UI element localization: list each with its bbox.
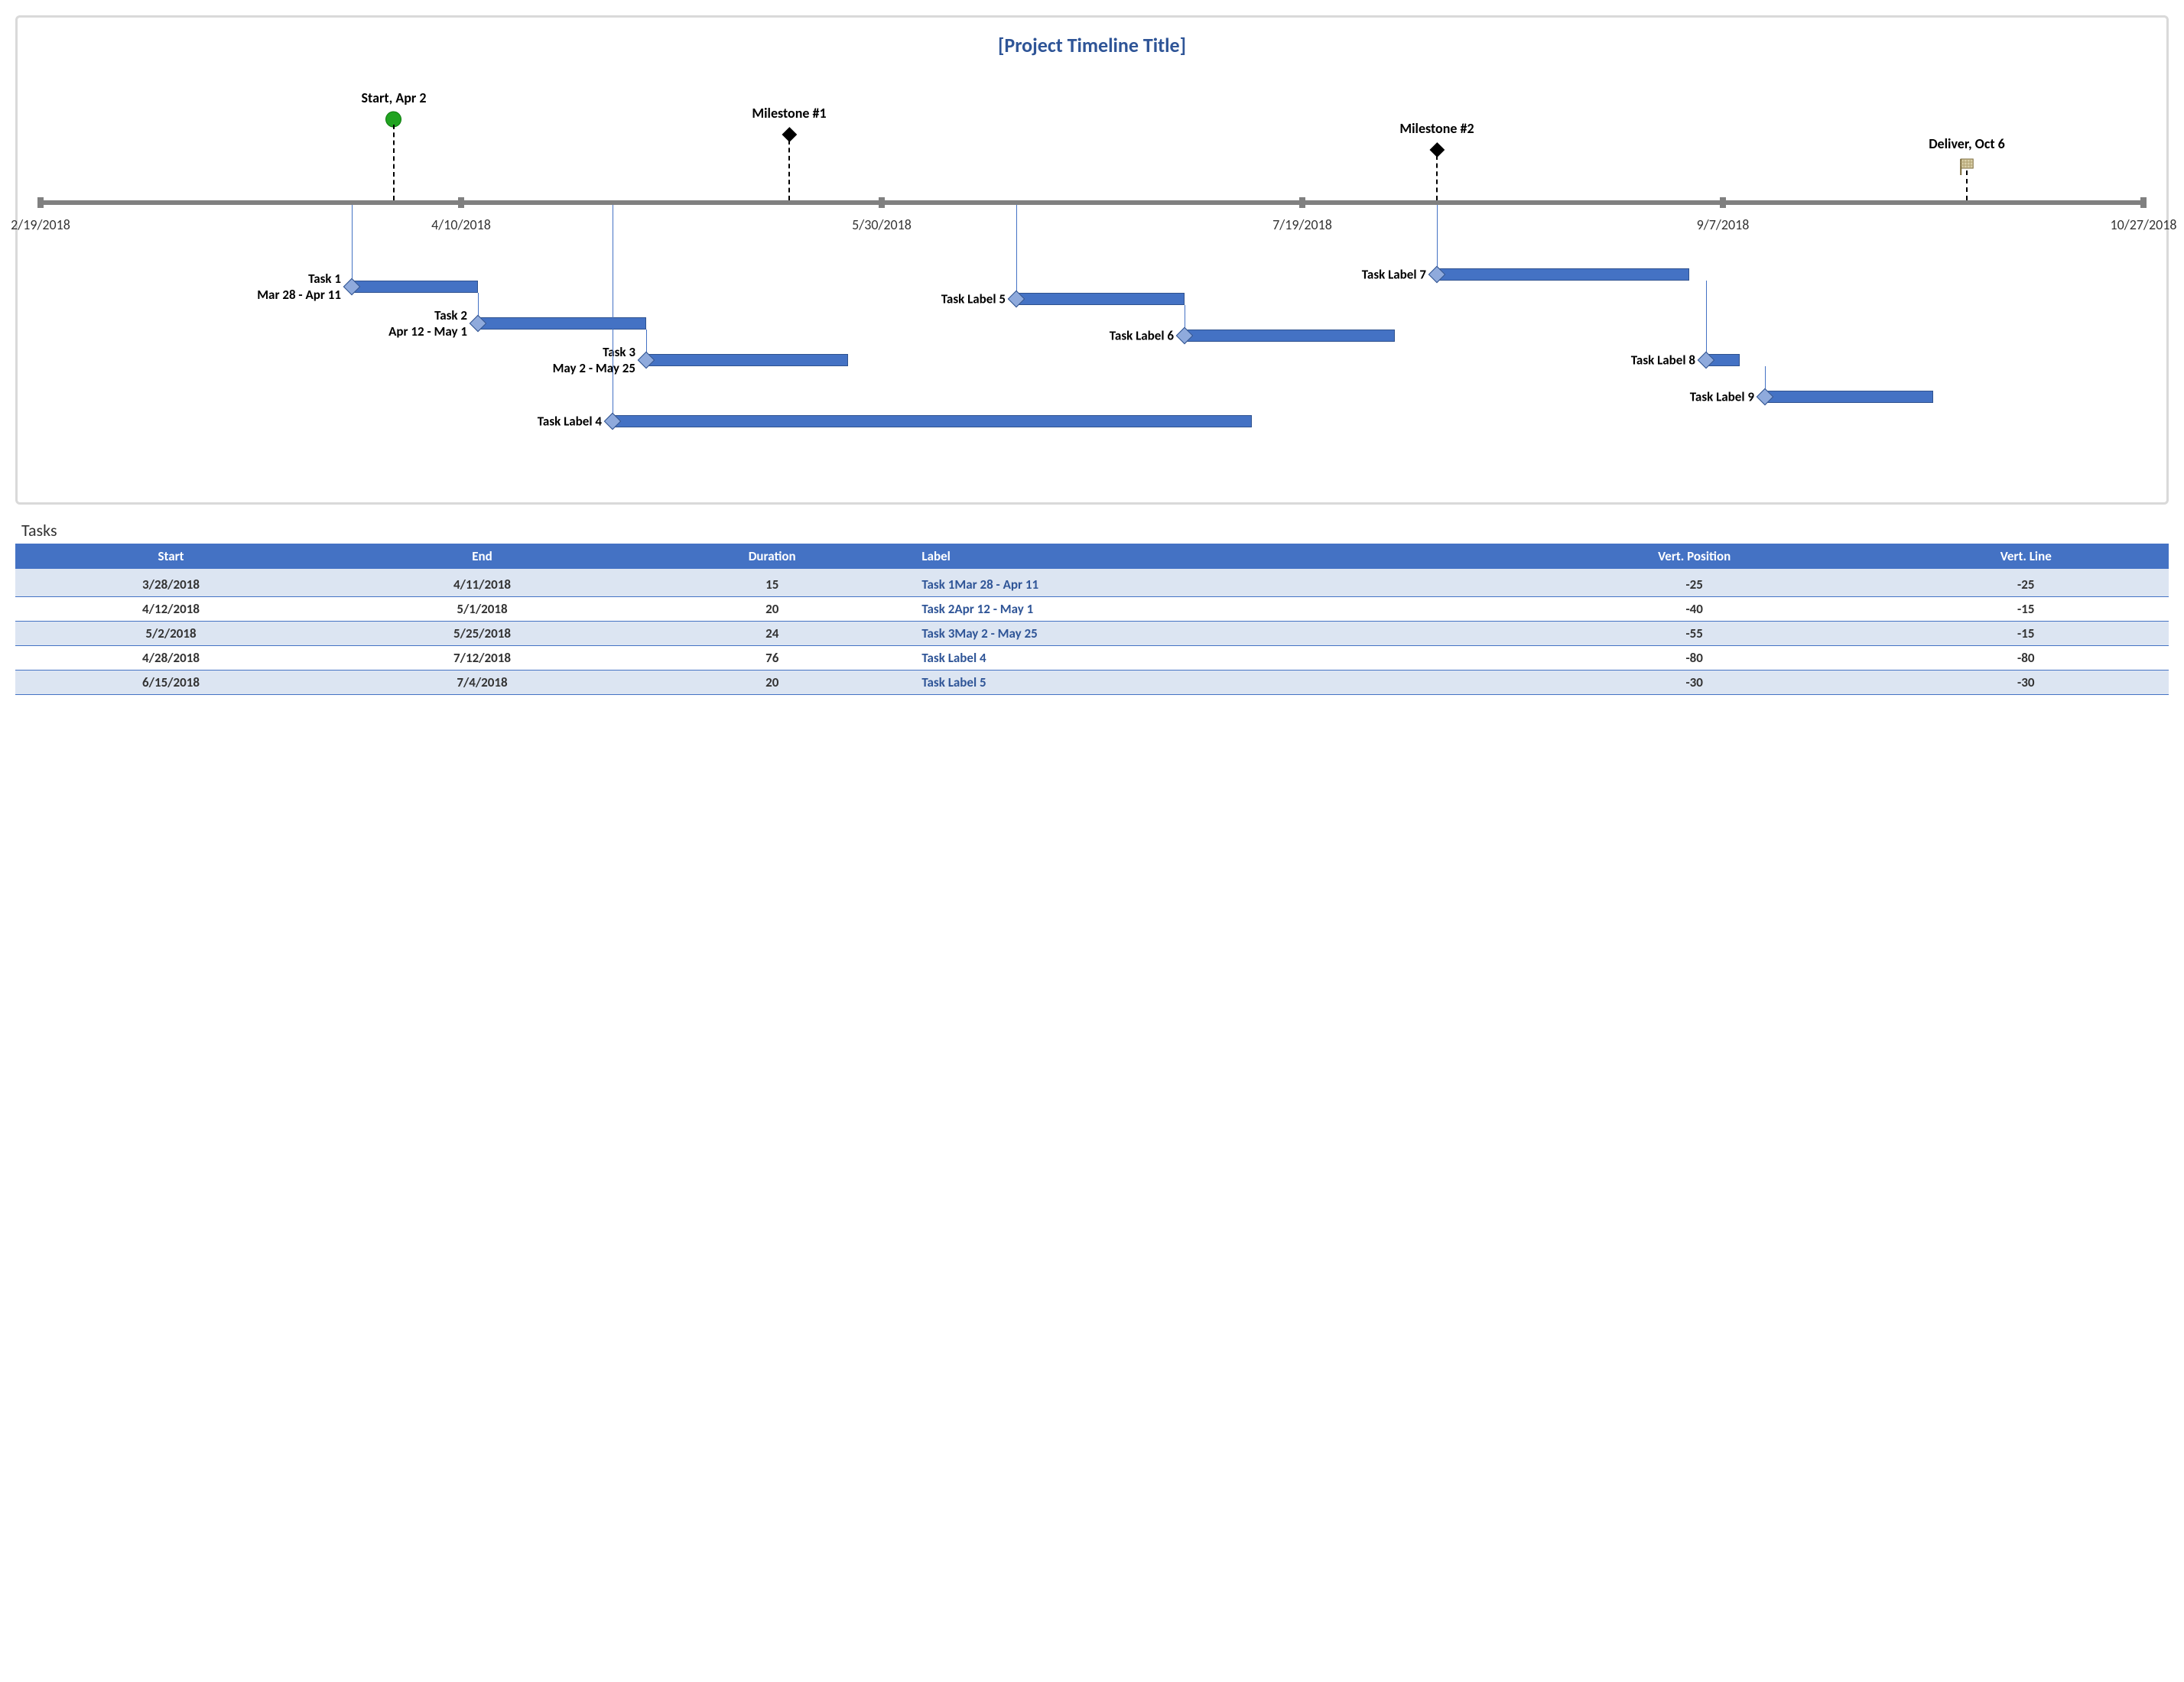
table-cell: Task Label 4 bbox=[906, 646, 1505, 671]
table-column-header: Duration bbox=[638, 544, 906, 569]
table-cell: -25 bbox=[1506, 569, 1883, 597]
table-column-header: Vert. Position bbox=[1506, 544, 1883, 569]
table-cell: -80 bbox=[1883, 646, 2169, 671]
table-cell: 20 bbox=[638, 597, 906, 622]
plot-area: 2/19/20184/10/20185/30/20187/19/20189/7/… bbox=[41, 65, 2143, 478]
task-leader-line bbox=[1016, 205, 1017, 299]
table-cell: 5/1/2018 bbox=[327, 597, 638, 622]
table-cell: Task 1Mar 28 - Apr 11 bbox=[906, 569, 1505, 597]
task-leader-line bbox=[1706, 281, 1707, 360]
table-cell: 20 bbox=[638, 671, 906, 695]
axis-tick-label: 2/19/2018 bbox=[11, 216, 70, 233]
milestone-drop-line bbox=[1436, 155, 1438, 200]
axis-tick bbox=[2140, 197, 2147, 208]
task-label: Task Label 5 bbox=[41, 291, 1006, 307]
table-cell: 5/25/2018 bbox=[327, 622, 638, 646]
axis-tick bbox=[1720, 197, 1726, 208]
task-bar bbox=[1016, 293, 1185, 305]
task-label: Task Label 4 bbox=[41, 414, 602, 430]
milestone-label: Milestone #1 bbox=[752, 105, 826, 122]
table-cell: 4/11/2018 bbox=[327, 569, 638, 597]
table-column-header: Start bbox=[15, 544, 327, 569]
task-bar bbox=[1437, 268, 1689, 281]
milestone-label: Start, Apr 2 bbox=[362, 89, 427, 106]
milestone-drop-line bbox=[393, 125, 395, 200]
table-cell: 3/28/2018 bbox=[15, 569, 327, 597]
table-cell: -30 bbox=[1883, 671, 2169, 695]
timeline-chart: [Project Timeline Title] 2/19/20184/10/2… bbox=[15, 15, 2169, 505]
axis-tick bbox=[879, 197, 885, 208]
table-column-header: Label bbox=[906, 544, 1505, 569]
table-cell: 4/12/2018 bbox=[15, 597, 327, 622]
axis-tick-label: 10/27/2018 bbox=[2111, 216, 2177, 233]
table-cell: -55 bbox=[1506, 622, 1883, 646]
table-cell: Task 3May 2 - May 25 bbox=[906, 622, 1505, 646]
axis-tick-label: 9/7/2018 bbox=[1697, 216, 1750, 233]
table-cell: 7/4/2018 bbox=[327, 671, 638, 695]
table-cell: 7/12/2018 bbox=[327, 646, 638, 671]
table-cell: -80 bbox=[1506, 646, 1883, 671]
table-cell: 6/15/2018 bbox=[15, 671, 327, 695]
milestone-label: Deliver, Oct 6 bbox=[1929, 135, 2005, 152]
milestone-drop-line bbox=[1966, 170, 1968, 200]
table-cell: -15 bbox=[1883, 622, 2169, 646]
task-leader-line bbox=[1437, 205, 1438, 274]
task-label: Task Label 6 bbox=[41, 328, 1174, 344]
axis-tick-label: 5/30/2018 bbox=[852, 216, 912, 233]
table-cell: 76 bbox=[638, 646, 906, 671]
table-row: 4/28/20187/12/201876Task Label 4-80-80 bbox=[15, 646, 2169, 671]
table-title: Tasks bbox=[21, 520, 2169, 541]
table-column-header: Vert. Line bbox=[1883, 544, 2169, 569]
axis-tick-label: 7/19/2018 bbox=[1272, 216, 1332, 233]
milestone-drop-line bbox=[788, 140, 790, 200]
table-cell: 15 bbox=[638, 569, 906, 597]
tasks-table: StartEndDurationLabelVert. PositionVert.… bbox=[15, 544, 2169, 695]
task-bar bbox=[1185, 330, 1395, 342]
task-label: Task Label 7 bbox=[41, 267, 1426, 283]
table-body: 3/28/20184/11/201815Task 1Mar 28 - Apr 1… bbox=[15, 569, 2169, 695]
x-axis bbox=[41, 200, 2143, 205]
table-row: 3/28/20184/11/201815Task 1Mar 28 - Apr 1… bbox=[15, 569, 2169, 597]
table-column-header: End bbox=[327, 544, 638, 569]
table-row: 6/15/20187/4/201820Task Label 5-30-30 bbox=[15, 671, 2169, 695]
axis-tick bbox=[37, 197, 44, 208]
axis-tick bbox=[1299, 197, 1305, 208]
chart-title: [Project Timeline Title] bbox=[41, 33, 2143, 57]
task-bar bbox=[1765, 391, 1933, 403]
table-cell: 5/2/2018 bbox=[15, 622, 327, 646]
table-cell: Task Label 5 bbox=[906, 671, 1505, 695]
table-cell: -30 bbox=[1506, 671, 1883, 695]
table-row: 5/2/20185/25/201824Task 3May 2 - May 25-… bbox=[15, 622, 2169, 646]
table-row: 4/12/20185/1/201820Task 2Apr 12 - May 1-… bbox=[15, 597, 2169, 622]
milestone-label: Milestone #2 bbox=[1399, 120, 1474, 137]
task-label: Task Label 8 bbox=[41, 352, 1695, 369]
table-cell: -40 bbox=[1506, 597, 1883, 622]
table-cell: 4/28/2018 bbox=[15, 646, 327, 671]
table-cell: Task 2Apr 12 - May 1 bbox=[906, 597, 1505, 622]
axis-tick-label: 4/10/2018 bbox=[431, 216, 491, 233]
table-cell: -15 bbox=[1883, 597, 2169, 622]
table-cell: 24 bbox=[638, 622, 906, 646]
task-bar bbox=[613, 415, 1252, 427]
table-header-row: StartEndDurationLabelVert. PositionVert.… bbox=[15, 544, 2169, 569]
axis-tick bbox=[458, 197, 464, 208]
task-label: Task Label 9 bbox=[41, 389, 1754, 405]
table-cell: -25 bbox=[1883, 569, 2169, 597]
